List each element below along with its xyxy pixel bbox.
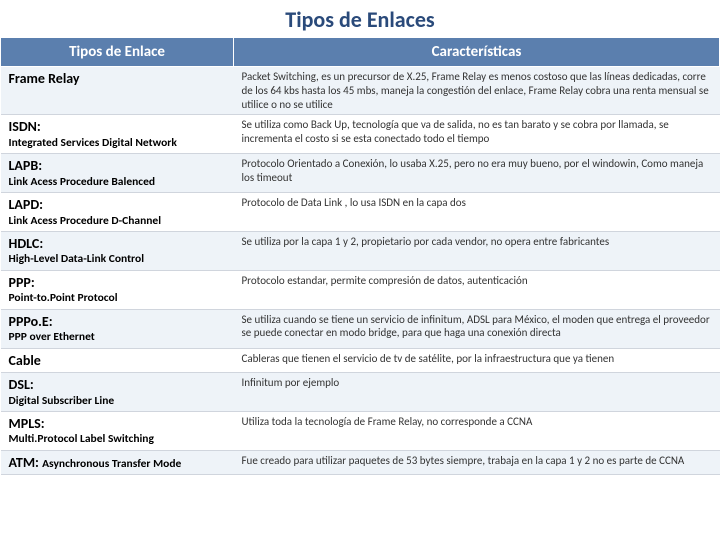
link-main: HDLC: xyxy=(9,235,226,253)
header-col1: Tipos de Enlace xyxy=(1,38,234,67)
link-type-cell: Cable xyxy=(1,348,234,373)
link-main: Frame Relay xyxy=(9,70,226,88)
page-title: Tipos de Enlaces xyxy=(0,0,720,37)
link-sub: Asynchronous Transfer Mode xyxy=(42,457,181,471)
table-row: Cable Cableras que tienen el servicio de … xyxy=(1,348,720,373)
link-desc-cell: Se utiliza como Back Up, tecnología que … xyxy=(234,115,720,154)
link-type-cell: MPLS:Multi.Protocol Label Switching xyxy=(1,411,234,450)
link-sub: Multi.Protocol Label Switching xyxy=(9,432,226,446)
link-main: PPP: xyxy=(9,274,226,292)
link-desc-cell: Se utiliza por la capa 1 y 2, propietari… xyxy=(234,231,720,270)
link-desc-cell: Protocolo de Data Link , lo usa ISDN en … xyxy=(234,193,720,232)
link-type-cell: PPPo.E:PPP over Ethernet xyxy=(1,309,234,348)
link-desc-cell: Cableras que tienen el servicio de tv de… xyxy=(234,348,720,373)
link-sub: Point-to.Point Protocol xyxy=(9,291,226,305)
table-row: LAPD:Link Acess Procedure D-ChannelProto… xyxy=(1,193,720,232)
links-table: Tipos de Enlace Características Frame Re… xyxy=(0,37,720,475)
table-row: DSL:Digital Subscriber LineInfinitum por… xyxy=(1,373,720,412)
table-row: MPLS:Multi.Protocol Label SwitchingUtili… xyxy=(1,411,720,450)
link-main: Cable xyxy=(9,352,226,370)
link-desc-cell: Se utiliza cuando se tiene un servicio d… xyxy=(234,309,720,348)
link-type-cell: PPP:Point-to.Point Protocol xyxy=(1,270,234,309)
link-main: LAPB: xyxy=(9,157,226,175)
link-desc-cell: Packet Switching, es un precursor de X.2… xyxy=(234,67,720,115)
link-desc-cell: Infinitum por ejemplo xyxy=(234,373,720,412)
link-main: DSL: xyxy=(9,376,226,394)
link-type-cell: LAPD:Link Acess Procedure D-Channel xyxy=(1,193,234,232)
link-type-cell: ATM: Asynchronous Transfer Mode xyxy=(1,450,234,475)
link-desc-cell: Protocolo estandar, permite compresión d… xyxy=(234,270,720,309)
table-row: PPPo.E:PPP over EthernetSe utiliza cuand… xyxy=(1,309,720,348)
link-type-cell: HDLC:High-Level Data-Link Control xyxy=(1,231,234,270)
link-type-cell: Frame Relay xyxy=(1,67,234,115)
link-type-cell: DSL:Digital Subscriber Line xyxy=(1,373,234,412)
table-row: LAPB:Link Acess Procedure BalencedProtoc… xyxy=(1,154,720,193)
table-row: PPP:Point-to.Point ProtocolProtocolo est… xyxy=(1,270,720,309)
link-sub: Integrated Services Digital Network xyxy=(9,136,226,150)
table-row: Frame Relay Packet Switching, es un precu… xyxy=(1,67,720,115)
table-row: ATM: Asynchronous Transfer ModeFue cread… xyxy=(1,450,720,475)
link-sub: High-Level Data-Link Control xyxy=(9,252,226,266)
link-desc-cell: Protocolo Orientado a Conexión, lo usaba… xyxy=(234,154,720,193)
link-main: ISDN: xyxy=(9,118,226,136)
link-desc-cell: Fue creado para utilizar paquetes de 53 … xyxy=(234,450,720,475)
link-type-cell: LAPB:Link Acess Procedure Balenced xyxy=(1,154,234,193)
table-row: HDLC:High-Level Data-Link ControlSe util… xyxy=(1,231,720,270)
link-sub: PPP over Ethernet xyxy=(9,330,226,344)
header-col2: Características xyxy=(234,38,720,67)
link-sub: Link Acess Procedure D-Channel xyxy=(9,214,226,228)
link-sub: Link Acess Procedure Balenced xyxy=(9,175,226,189)
link-type-cell: ISDN:Integrated Services Digital Network xyxy=(1,115,234,154)
link-main: PPPo.E: xyxy=(9,313,226,331)
link-desc-cell: Utiliza toda la tecnología de Frame Rela… xyxy=(234,411,720,450)
link-sub: Digital Subscriber Line xyxy=(9,394,226,408)
link-main: MPLS: xyxy=(9,415,226,433)
link-main: LAPD: xyxy=(9,196,226,214)
table-row: ISDN:Integrated Services Digital Network… xyxy=(1,115,720,154)
link-main: ATM: xyxy=(9,454,43,471)
